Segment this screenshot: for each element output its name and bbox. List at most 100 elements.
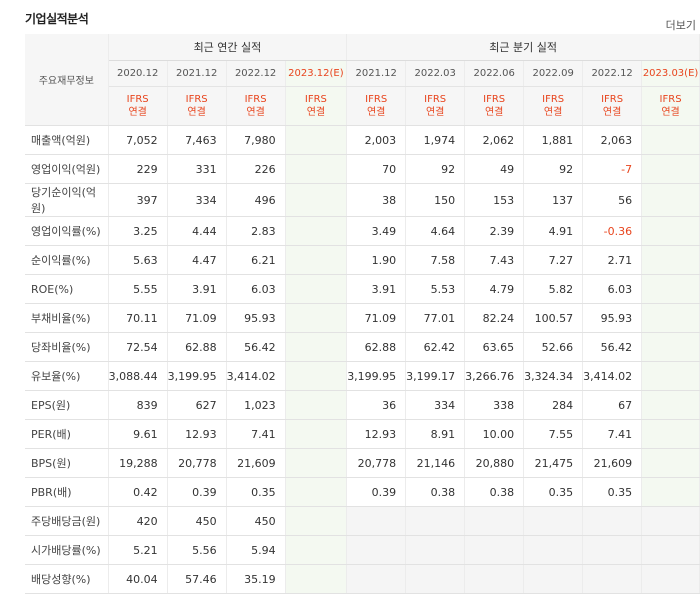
quarter-cell (641, 154, 700, 184)
empty-cell (346, 506, 407, 536)
ifrs-label: IFRS 연결 (464, 86, 525, 126)
quarter-period-header: 2022.03 (405, 60, 466, 87)
quarter-cell: 62.88 (346, 332, 407, 362)
annual-cell (285, 390, 348, 420)
section-header: 기업실적분석 더보기 (0, 0, 700, 34)
quarter-cell: 150 (405, 183, 466, 217)
annual-cell: 56.42 (226, 332, 286, 362)
annual-cell: 71.09 (167, 303, 227, 333)
quarter-cell: 3,199.95 (346, 361, 407, 391)
empty-cell (523, 564, 584, 594)
table-body: 매출액(억원) 7,052 7,463 7,980 2,003 1,974 2,062 1,8… (25, 125, 700, 594)
annual-cell (285, 154, 348, 184)
annual-cell: 7,052 (108, 125, 168, 155)
quarter-cell: 20,778 (346, 448, 407, 478)
annual-cell: 35.19 (226, 564, 286, 594)
quarter-cell (641, 183, 700, 217)
quarter-cell: 3.91 (346, 274, 407, 304)
quarter-cell: 284 (523, 390, 584, 420)
quarter-cell (641, 448, 700, 478)
period-header-row: 2020.12 2021.12 2022.12 2023.12(E) 2021.12 20… (25, 60, 700, 87)
quarter-cell: 49 (464, 154, 525, 184)
quarter-cell: 7.55 (523, 419, 584, 449)
annual-cell: 7.41 (226, 419, 286, 449)
quarter-cell: 52.66 (523, 332, 584, 362)
quarter-cell: 3,414.02 (582, 361, 643, 391)
row-label: PBR(배) (25, 477, 109, 507)
annual-cell: 5.55 (108, 274, 168, 304)
annual-cell: 2.83 (226, 216, 286, 246)
row-label: 배당성향(%) (25, 564, 109, 594)
quarter-cell (641, 125, 700, 155)
quarter-cell: 3,324.34 (523, 361, 584, 391)
quarter-cell: 153 (464, 183, 525, 217)
ifrs-top: IFRS (126, 94, 149, 105)
quarter-cell: 12.93 (346, 419, 407, 449)
quarter-cell: 137 (523, 183, 584, 217)
ifrs-label: IFRS 연결 (108, 86, 168, 126)
annual-cell (285, 477, 348, 507)
quarter-cell (641, 216, 700, 246)
annual-cell: 7,980 (226, 125, 286, 155)
quarter-cell: 7.27 (523, 245, 584, 275)
quarter-period-header: 2022.06 (464, 60, 525, 87)
row-label: 영업이익률(%) (25, 216, 109, 246)
quarter-period-header: 2023.03(E) (641, 60, 700, 87)
annual-cell: 1,023 (226, 390, 286, 420)
quarter-cell: 1,881 (523, 125, 584, 155)
quarter-cell: 338 (464, 390, 525, 420)
quarter-cell: 2,063 (582, 125, 643, 155)
ifrs-top: IFRS (659, 94, 682, 105)
quarter-cell: 334 (405, 390, 466, 420)
quarter-cell: 4.91 (523, 216, 584, 246)
annual-cell: 331 (167, 154, 227, 184)
quarter-cell (641, 419, 700, 449)
quarter-cell (641, 245, 700, 275)
annual-cell (285, 448, 348, 478)
quarter-cell: 95.93 (582, 303, 643, 333)
annual-cell: 70.11 (108, 303, 168, 333)
annual-cell (285, 506, 348, 536)
quarter-cell: 10.00 (464, 419, 525, 449)
annual-cell: 72.54 (108, 332, 168, 362)
ifrs-label: IFRS 연결 (167, 86, 227, 126)
row-label: ROE(%) (25, 274, 109, 304)
quarter-cell: 0.35 (582, 477, 643, 507)
quarter-cell: 77.01 (405, 303, 466, 333)
annual-cell: 5.94 (226, 535, 286, 565)
annual-period-header: 2023.12(E) (285, 60, 348, 87)
table-row: 순이익률(%) 5.63 4.47 6.21 1.90 7.58 7.43 7.27 2.71 (25, 245, 700, 275)
quarter-cell: 20,880 (464, 448, 525, 478)
empty-cell (523, 535, 584, 565)
annual-cell (285, 332, 348, 362)
row-label: 영업이익(억원) (25, 154, 109, 184)
ifrs-bottom: 연결 (425, 107, 445, 118)
ifrs-top: IFRS (424, 94, 447, 105)
annual-cell: 3.25 (108, 216, 168, 246)
annual-cell: 5.56 (167, 535, 227, 565)
row-label: BPS(원) (25, 448, 109, 478)
quarter-cell: 67 (582, 390, 643, 420)
empty-cell (405, 506, 466, 536)
ifrs-label: IFRS 연결 (641, 86, 700, 126)
annual-period-header: 2022.12 (226, 60, 286, 87)
ifrs-top: IFRS (542, 94, 565, 105)
quarter-cell: 100.57 (523, 303, 584, 333)
quarter-cell: 8.91 (405, 419, 466, 449)
quarter-cell (641, 274, 700, 304)
quarter-cell: -7 (582, 154, 643, 184)
table-row: PER(배) 9.61 12.93 7.41 12.93 8.91 10.00 7.55 7.4… (25, 419, 700, 449)
quarter-cell: 0.35 (523, 477, 584, 507)
row-label: 부채비율(%) (25, 303, 109, 333)
more-link[interactable]: 더보기 (665, 19, 696, 32)
table-row: EPS(원) 839 627 1,023 36 334 338 284 67 (25, 390, 700, 420)
row-label: 유보율(%) (25, 361, 109, 391)
corner-header: 주요재무정보 (25, 34, 109, 126)
ifrs-top: IFRS (304, 94, 327, 105)
quarter-cell: 21,475 (523, 448, 584, 478)
annual-group-header: 최근 연간 실적 (108, 34, 348, 61)
table-row: 영업이익(억원) 229 331 226 70 92 49 92 -7 (25, 154, 700, 184)
ifrs-label: IFRS 연결 (405, 86, 466, 126)
quarter-cell (641, 332, 700, 362)
quarter-cell: 5.82 (523, 274, 584, 304)
